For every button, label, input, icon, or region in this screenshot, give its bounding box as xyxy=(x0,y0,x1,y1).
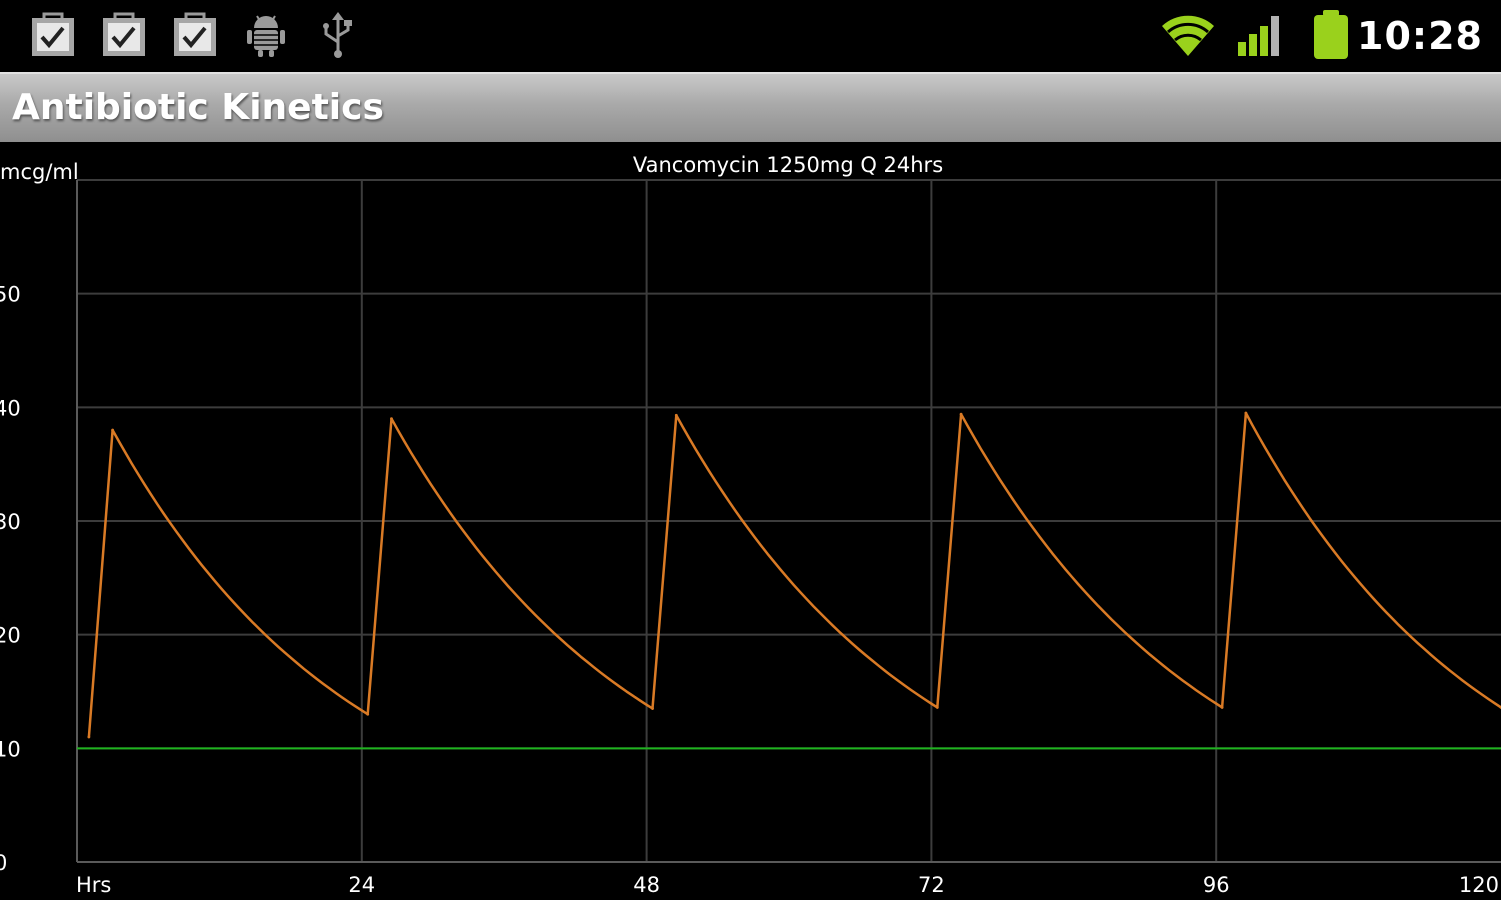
y-tick-label: 50 xyxy=(0,283,21,307)
series-point xyxy=(87,735,91,739)
series-point xyxy=(651,707,654,710)
app-title: Antibiotic Kinetics xyxy=(12,87,384,128)
x-tick-label: 72 xyxy=(918,873,945,897)
y-tick-label: 30 xyxy=(0,510,21,534)
chart-ticks: 0 10 20 30 40 50 24 48 72 96 120 xyxy=(0,283,1499,897)
y-tick-label: 0 xyxy=(0,851,7,875)
series-line-vancomycin xyxy=(87,411,1501,738)
checkbox-icon[interactable] xyxy=(30,10,76,58)
wifi-icon[interactable] xyxy=(1158,12,1218,58)
chart-title: Vancomycin 1250mg Q 24hrs xyxy=(633,153,943,177)
series-point xyxy=(111,428,114,432)
app-title-bar: Antibiotic Kinetics xyxy=(0,72,1501,142)
y-tick-label: 10 xyxy=(0,737,21,761)
series-point xyxy=(935,706,939,709)
status-bar: 10:28 xyxy=(0,0,1501,72)
series-point xyxy=(1220,706,1224,709)
usb-icon[interactable] xyxy=(318,10,358,60)
y-tick-label: 20 xyxy=(0,624,21,648)
android-debug-icon[interactable] xyxy=(244,10,288,58)
concentration-chart: Vancomycin 1250mg Q 24hrs mcg/ml Hrs 0 10… xyxy=(0,153,1501,897)
x-tick-label: 96 xyxy=(1203,873,1230,897)
y-tick-label: 40 xyxy=(0,396,21,420)
status-clock: 10:28 xyxy=(1357,14,1483,58)
series-points xyxy=(87,411,1501,739)
signal-icon[interactable] xyxy=(1236,12,1284,58)
x-tick-label: 24 xyxy=(348,873,375,897)
series-point xyxy=(959,412,963,416)
y-axis-label: mcg/ml xyxy=(0,160,79,184)
checkbox-icon[interactable] xyxy=(101,10,147,58)
x-tick-label: 120 xyxy=(1459,873,1499,897)
chart-grid xyxy=(76,179,1501,863)
series-point xyxy=(390,417,393,421)
series-point xyxy=(1244,411,1248,415)
checkbox-icon[interactable] xyxy=(172,10,218,58)
x-axis-label: Hrs xyxy=(76,873,111,897)
battery-icon[interactable] xyxy=(1312,10,1350,62)
series-point xyxy=(366,712,370,716)
series-point xyxy=(674,413,678,417)
x-tick-label: 48 xyxy=(633,873,660,897)
